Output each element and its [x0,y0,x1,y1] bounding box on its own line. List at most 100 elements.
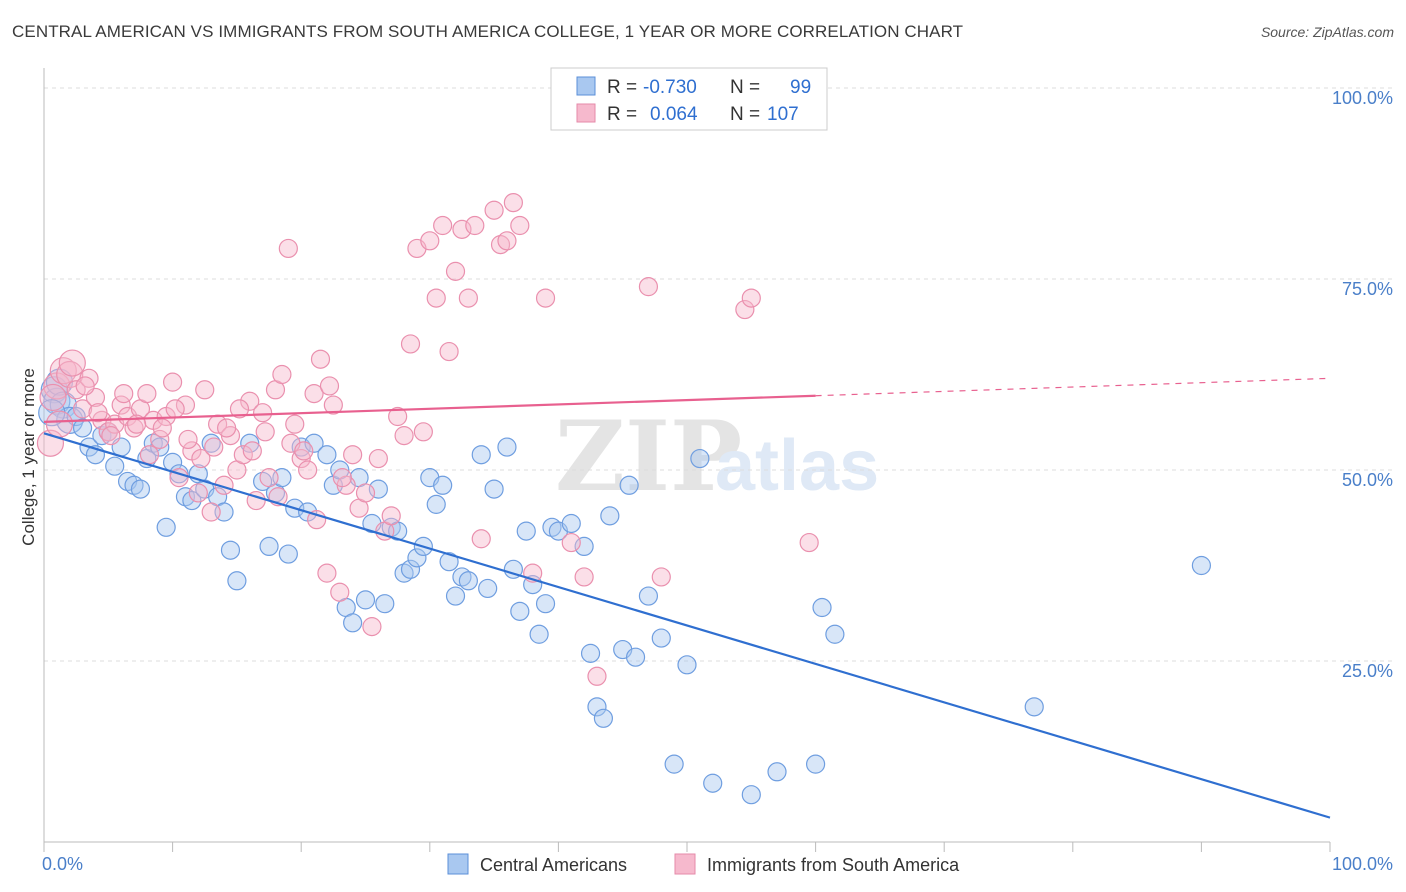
point-central-american-72 [529,624,549,644]
point-central-american-94 [812,597,832,618]
bottom-legend-label-pink: Immigrants from South America [707,855,960,875]
x-tick-label-100: 100.0% [1332,854,1393,874]
point-south-america-77 [587,666,607,686]
point-south-america-83 [39,383,67,412]
point-south-america-78 [638,277,659,297]
point-south-america-45 [330,582,350,602]
point-central-american-31 [240,433,260,453]
point-central-american-30 [227,571,247,591]
point-central-american-60 [439,552,459,572]
point-south-america-40 [298,460,318,480]
point-south-america-65 [458,288,478,308]
point-south-america-79 [651,567,671,587]
point-south-america-63 [445,261,466,281]
legend-r-label-pink: R = [607,104,637,125]
point-south-america-94 [178,429,198,450]
point-south-america-68 [484,200,504,220]
point-south-america-38 [285,414,305,434]
point-central-american-85 [638,586,659,606]
point-south-america-11 [111,395,131,415]
point-central-american-90 [703,773,723,793]
legend-n-label-blue: N = [730,77,760,98]
point-central-american-91 [741,785,761,805]
trend-line-central-americans [43,432,1331,819]
point-central-american-40 [304,433,324,453]
legend-r-label-blue: R = [607,77,637,98]
point-central-american-92 [767,762,787,782]
point-south-america-21 [175,395,196,415]
point-central-american-47 [355,590,376,610]
point-south-america-36 [272,364,292,385]
point-south-america-62 [439,341,459,362]
point-south-america-41 [304,384,324,404]
point-south-america-99 [242,441,262,461]
point-south-america-93 [165,399,185,419]
point-central-american-81 [600,506,620,526]
chart-title: CENTRAL AMERICAN VS IMMIGRANTS FROM SOUT… [12,22,964,41]
point-south-america-51 [368,448,388,469]
point-south-america-88 [101,426,121,446]
trend-line-south-america-extension [815,377,1331,397]
point-south-america-23 [188,483,208,503]
point-south-america-53 [381,506,401,526]
point-south-america-91 [139,445,160,465]
point-south-america-44 [323,395,343,415]
bottom-legend-label-blue: Central Americans [480,855,627,875]
point-south-america-103 [294,441,314,461]
point-south-america-85 [58,349,86,377]
point-central-american-15 [130,479,151,499]
point-south-america-42 [310,349,331,369]
point-central-american-78 [580,643,601,663]
point-south-america-17 [150,429,170,450]
point-south-america-25 [201,502,221,522]
point-south-america-58 [413,422,433,442]
point-south-america-75 [561,532,581,553]
bottom-legend: Central Americans Immigrants from South … [447,853,960,875]
legend-n-value-blue: 99 [790,77,811,98]
point-central-american-86 [651,628,671,648]
point-south-america-97 [217,418,237,438]
point-central-american-33 [259,536,279,557]
point-central-american-66 [484,479,504,499]
point-central-american-87 [664,754,684,774]
point-south-america-64 [452,219,472,239]
gridlines [44,87,1394,662]
point-south-america-66 [465,215,485,236]
point-central-american-50 [375,594,395,614]
legend-n-label-pink: N = [730,104,760,125]
point-central-american-55 [407,548,427,568]
point-south-america-92 [152,418,172,438]
point-south-america-61 [433,215,453,236]
point-south-america-89 [114,384,134,404]
y-tick-label-75: 75.0% [1342,279,1393,299]
chart-source: Source: ZipAtlas.com [1260,24,1394,40]
bottom-legend-swatch-blue [447,853,469,875]
point-south-america-5 [72,399,93,419]
point-south-america-100 [255,422,275,442]
point-south-america-56 [400,334,421,354]
point-central-american-73 [535,594,556,614]
point-south-america-37 [278,238,298,259]
legend-n-value-pink: 107 [767,104,799,125]
point-central-american-97 [1191,555,1212,576]
point-central-american-93 [805,754,826,774]
y-axis-title: College, 1 year or more [19,368,38,546]
point-central-american-45 [343,613,363,633]
point-central-american-49 [368,479,388,499]
point-south-america-74 [535,288,556,308]
point-central-american-41 [317,445,337,465]
point-central-american-84 [625,647,646,667]
point-central-american-79 [587,697,607,717]
point-central-american-19 [156,517,176,537]
point-south-america-33 [253,403,273,423]
point-central-american-29 [220,540,241,560]
point-central-american-18 [150,437,170,457]
point-central-american-77 [574,536,594,557]
legend-r-value-pink: 0.064 [650,104,698,125]
point-south-america-96 [204,437,224,457]
point-south-america-34 [259,468,279,488]
point-central-american-76 [561,513,581,534]
trend-lines [43,377,1331,819]
point-central-american-69 [510,601,530,621]
point-south-america-87 [88,403,108,423]
